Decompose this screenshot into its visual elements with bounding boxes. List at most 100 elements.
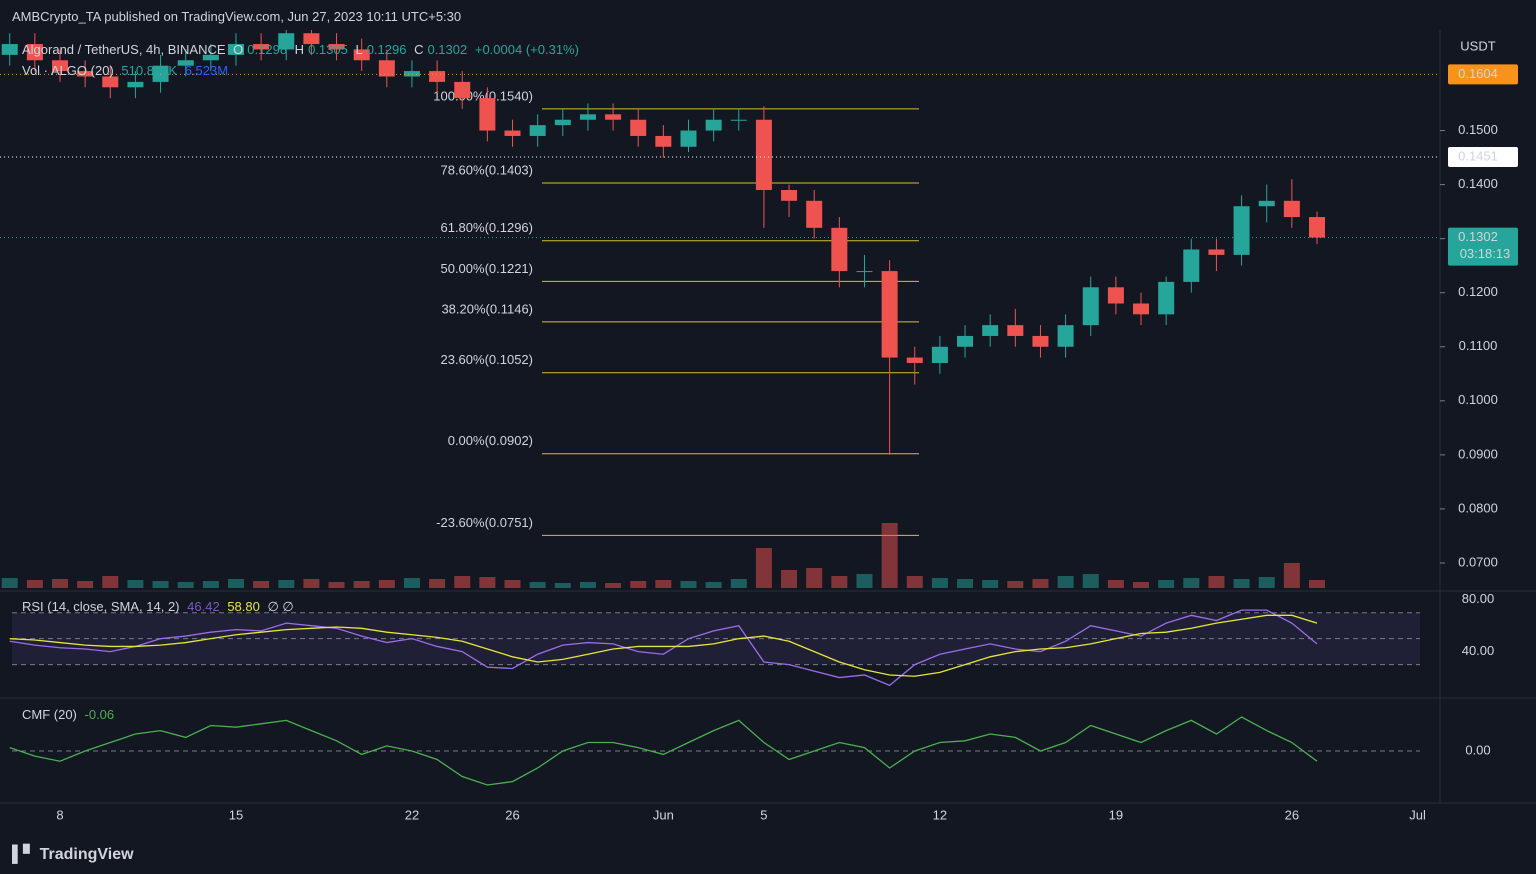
x-tick-label: Jul xyxy=(1409,807,1426,822)
x-tick-label: 5 xyxy=(760,807,767,822)
candle-body xyxy=(479,98,496,131)
candle-body xyxy=(52,60,68,72)
candle-body xyxy=(982,325,999,336)
price-tag-label: 0.1451 xyxy=(1458,148,1498,163)
volume-bar xyxy=(931,578,948,588)
candle-body xyxy=(177,60,194,66)
rsi-legend: RSI (14, close, SMA, 14, 2) 46.42 58.80 … xyxy=(22,599,298,615)
panes: 8 15 22 26 Jun 5 12 19 26 Jul 0.0700 0.0800 0.0900 0.… xyxy=(9,64,1518,822)
ohlc-label: C xyxy=(414,42,424,57)
candle-body xyxy=(806,200,823,228)
volume-bar xyxy=(328,582,345,588)
candle-body xyxy=(1,44,18,55)
ohlc-label: L xyxy=(355,42,363,57)
axis-label: USDT xyxy=(1460,38,1495,53)
volume-bar xyxy=(831,576,848,588)
price-pane: 100.00%(0.1540)78.60%(0.1403)61.80%(0.12… xyxy=(0,30,1440,588)
fib-label: 38.20%(0.1146) xyxy=(441,301,533,316)
candle-body xyxy=(655,135,672,147)
x-tick-label: 26 xyxy=(1285,807,1299,822)
logo: ▌▘ xyxy=(12,846,36,863)
volume-bar xyxy=(102,576,119,588)
candle-body xyxy=(26,44,43,61)
y-tick-label: 40.00 xyxy=(1462,643,1495,658)
volume-bar xyxy=(253,581,270,588)
candle-body xyxy=(504,130,521,136)
x-tick-label: 26 xyxy=(505,807,519,822)
fib-label: 61.80%(0.1296) xyxy=(440,220,533,235)
candle-body xyxy=(1233,206,1250,255)
x-tick-label: 12 xyxy=(933,807,947,822)
volume-bar xyxy=(655,580,672,588)
candle-body xyxy=(705,119,722,131)
volume-bar xyxy=(1283,563,1300,588)
volume-bar xyxy=(1082,574,1099,588)
fib-label: 23.60%(0.1052) xyxy=(440,352,533,367)
candle-body xyxy=(353,49,370,61)
candle-body xyxy=(202,54,219,61)
volume-bar xyxy=(1309,580,1325,588)
volume-bar xyxy=(630,581,647,588)
y-tick-label: 0.1500 xyxy=(1458,122,1498,137)
price-tag-label: 0.1604 xyxy=(1458,66,1498,81)
volume-bar xyxy=(554,583,571,588)
rsi-value: 46.42 xyxy=(187,599,220,614)
volume-bar xyxy=(957,579,974,588)
rsi-extra: ∅ ∅ xyxy=(267,599,294,614)
volume-bar xyxy=(77,581,94,588)
price-tag xyxy=(1448,64,1518,85)
cmf-value: -0.06 xyxy=(84,707,115,722)
candle-body xyxy=(1057,325,1074,347)
volume-bar xyxy=(1133,582,1150,588)
candle-body xyxy=(1183,249,1200,282)
candle-body xyxy=(403,71,420,77)
volume-bar xyxy=(906,576,923,588)
volume-bar xyxy=(429,579,446,588)
y-tick-label: 0.1000 xyxy=(1458,392,1498,407)
candle-body xyxy=(127,81,144,88)
volume-bar xyxy=(680,581,697,588)
volume-bar xyxy=(730,579,747,588)
candle-body xyxy=(1007,325,1024,336)
volume-bar xyxy=(278,580,295,588)
volume-bar xyxy=(127,580,144,588)
x-tick-label: 8 xyxy=(56,807,63,822)
volume-bar xyxy=(227,579,244,588)
volume-bar xyxy=(303,579,320,588)
volume-value: 510.881K xyxy=(121,63,178,78)
brand-name: TradingView xyxy=(39,846,134,863)
symbol: Algorand / TetherUS, 4h, BINANCE xyxy=(22,42,226,57)
candle-body xyxy=(906,357,923,363)
y-tick-label: 0.0700 xyxy=(1458,554,1498,569)
brand: ▌▘ TradingView xyxy=(12,844,138,864)
y-tick-label: 0.1100 xyxy=(1459,338,1498,353)
price-tag xyxy=(1448,147,1518,168)
candle-body xyxy=(1208,249,1225,255)
candle-body xyxy=(454,81,471,99)
price-tag xyxy=(1448,227,1518,266)
ohlc-value: 0.1298 xyxy=(247,42,288,57)
y-tick-label: 80.00 xyxy=(1462,591,1495,606)
volume-bar xyxy=(781,570,798,588)
indicator-line xyxy=(9,614,1318,677)
volume-bar xyxy=(1,578,18,588)
candle-body xyxy=(1133,303,1150,315)
fib-label: 50.00%(0.1221) xyxy=(440,261,533,276)
fib-label: 0.00%(0.0902) xyxy=(448,433,533,448)
candle-body xyxy=(881,271,898,358)
candle-body xyxy=(1032,335,1049,347)
candle-body xyxy=(77,71,94,77)
candle-body xyxy=(781,190,798,201)
volume-bar xyxy=(1107,580,1124,588)
candle-body xyxy=(227,44,244,55)
countdown: 03:18:13 xyxy=(1460,246,1511,261)
x-tick-label: 19 xyxy=(1109,807,1123,822)
candle-body xyxy=(680,130,697,147)
volume-bar xyxy=(1258,577,1275,588)
volume-bar xyxy=(755,548,772,588)
candle-body xyxy=(253,44,270,50)
volume-bar xyxy=(202,581,219,588)
candle-body xyxy=(931,346,948,363)
